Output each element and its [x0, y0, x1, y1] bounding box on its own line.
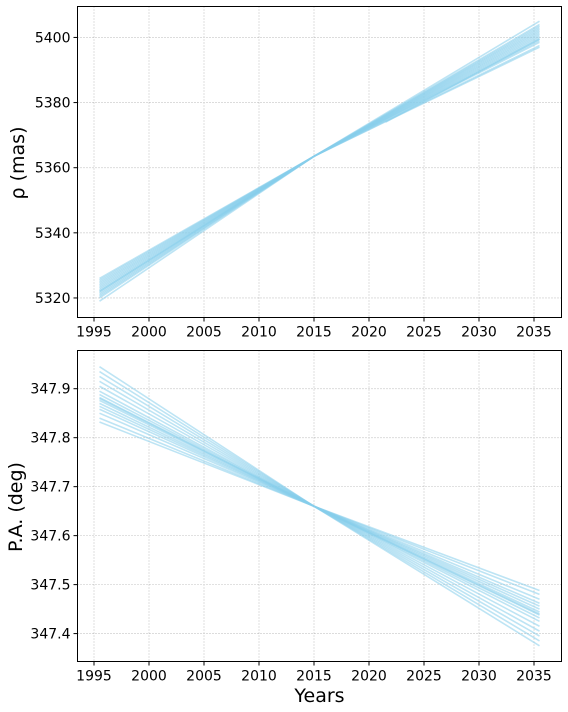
separation-x-tick-label: 2025	[406, 325, 442, 341]
separation-y-axis-label: ρ (mas)	[7, 127, 29, 200]
separation-x-tick-label: 2035	[516, 325, 552, 341]
position-angle-y-tick-label: 347.7	[30, 480, 70, 496]
separation-y-tick-label: 5320	[35, 291, 71, 307]
separation-x-tick-label: 2010	[241, 325, 277, 341]
position-angle-x-tick-label: 2030	[461, 669, 497, 685]
separation-x-tick-label: 2000	[131, 325, 167, 341]
position-angle-y-tick-label: 347.5	[30, 578, 70, 594]
position-angle-y-tick-label: 347.4	[30, 627, 70, 643]
separation-y-tick-label: 5400	[35, 30, 71, 46]
x-axis-label: Years	[293, 685, 344, 707]
position-angle-y-tick-label: 347.9	[30, 382, 70, 398]
separation-ticks: 1995 2000 2005 2010 2015 2020 2025 2030 2035 5320…	[35, 30, 552, 340]
separation-y-tick-label: 5380	[35, 96, 71, 112]
separation-x-tick-label: 2030	[461, 325, 497, 341]
position-angle-x-tick-label: 2005	[186, 669, 222, 685]
position-angle-x-tick-label: 2000	[131, 669, 167, 685]
panel-position-angle: 1995 2000 2005 2010 2015 2020 2025 2030 2035 347.…	[5, 350, 562, 707]
separation-series	[99, 20, 540, 302]
separation-plot-frame	[77, 6, 562, 318]
position-angle-y-tick-label: 347.8	[30, 431, 70, 447]
position-angle-y-axis-label: P.A. (deg)	[5, 462, 27, 552]
position-angle-x-tick-label: 1995	[76, 669, 112, 685]
position-angle-plot-frame	[77, 350, 562, 662]
position-angle-x-tick-label: 2010	[241, 669, 277, 685]
position-angle-x-tick-label: 2025	[406, 669, 442, 685]
position-angle-x-tick-label: 2020	[351, 669, 387, 685]
separation-series-line	[385, 38, 540, 123]
separation-y-tick-label: 5340	[35, 226, 71, 242]
position-angle-series-line	[99, 397, 540, 615]
separation-x-tick-label: 2020	[351, 325, 387, 341]
separation-x-tick-label: 2015	[296, 325, 332, 341]
separation-x-tick-label: 1995	[76, 325, 112, 341]
position-angle-ticks: 1995 2000 2005 2010 2015 2020 2025 2030 2035 347.…	[30, 382, 551, 685]
position-angle-x-tick-label: 2015	[296, 669, 332, 685]
position-angle-series	[99, 365, 540, 647]
panel-separation: 1995 2000 2005 2010 2015 2020 2025 2030 2035 5320…	[7, 6, 562, 341]
separation-y-tick-label: 5360	[35, 161, 71, 177]
position-angle-y-tick-label: 347.6	[30, 529, 70, 545]
separation-x-tick-label: 2005	[186, 325, 222, 341]
position-angle-x-tick-label: 2035	[516, 669, 552, 685]
